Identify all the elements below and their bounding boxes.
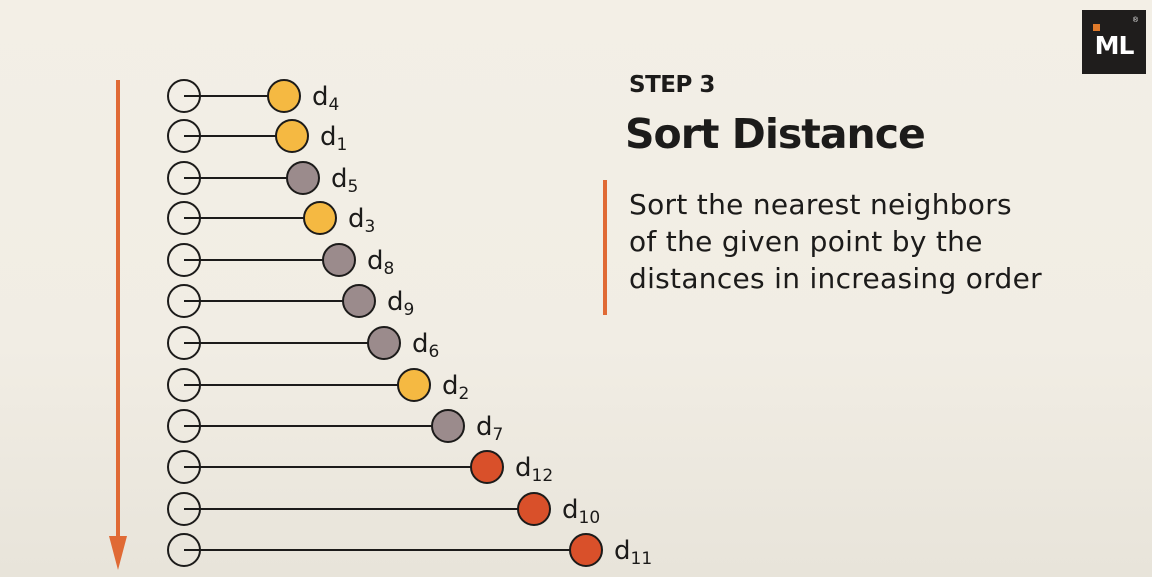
step-title: Sort Distance: [625, 110, 926, 158]
ml-logo: ML ®: [1082, 10, 1146, 74]
sort-direction-arrow-head: [109, 536, 127, 570]
logo-accent-dot: [1093, 24, 1100, 31]
neighbor-point-circle: [569, 533, 603, 567]
neighbor-point-circle: [275, 119, 309, 153]
neighbor-point-circle: [303, 201, 337, 235]
distance-label: d11: [614, 536, 652, 569]
distance-label: d3: [348, 204, 375, 237]
distance-label: d1: [320, 122, 347, 155]
neighbor-point-circle: [431, 409, 465, 443]
distance-label: d9: [387, 287, 414, 320]
distance-label: d8: [367, 246, 394, 279]
logo-registered-mark: ®: [1132, 17, 1138, 24]
distance-label: d7: [476, 412, 503, 445]
description-accent-bar: [603, 180, 607, 315]
neighbor-point-circle: [267, 79, 301, 113]
neighbor-point-circle: [470, 450, 504, 484]
distance-label: d5: [331, 164, 358, 197]
neighbor-point-circle: [286, 161, 320, 195]
distance-label: d10: [562, 495, 600, 528]
distance-label: d12: [515, 453, 553, 486]
step-label: STEP 3: [629, 72, 715, 98]
neighbor-point-circle: [517, 492, 551, 526]
distance-label: d4: [312, 82, 339, 115]
distance-label: d6: [412, 329, 439, 362]
neighbor-point-circle: [322, 243, 356, 277]
description-text: Sort the nearest neighbors of the given …: [629, 188, 1042, 295]
neighbor-point-circle: [342, 284, 376, 318]
neighbor-point-circle: [397, 368, 431, 402]
neighbor-point-circle: [367, 326, 401, 360]
logo-text: ML: [1094, 31, 1135, 60]
distance-label: d2: [442, 371, 469, 404]
